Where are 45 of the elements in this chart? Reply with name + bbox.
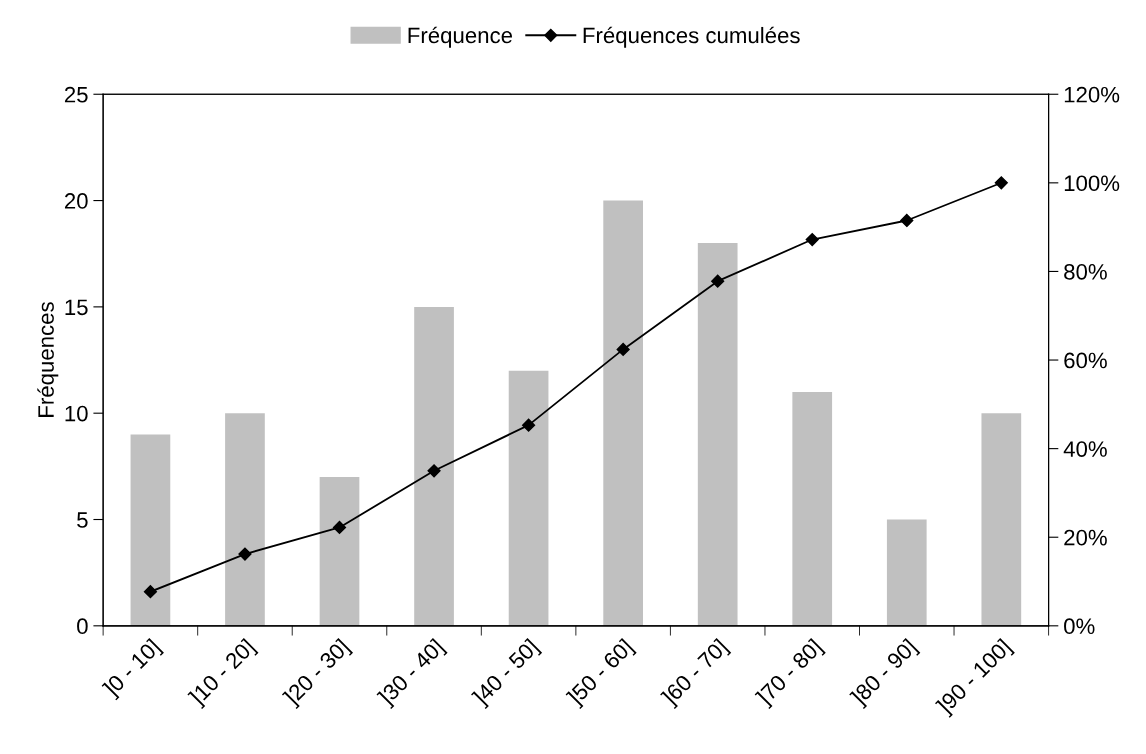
x-tick-label: ]40 - 50] xyxy=(471,638,543,710)
y2-tick-label: 40% xyxy=(1063,441,1107,457)
bar xyxy=(414,306,454,626)
x-tick-label: ]80 - 90] xyxy=(849,638,921,710)
bar xyxy=(319,476,360,626)
point xyxy=(805,232,819,247)
x-tick-label: ]70 - 80] xyxy=(754,638,826,710)
x-tick-label: ]60 - 70] xyxy=(660,638,732,710)
point xyxy=(522,418,536,432)
y2-tick-label: 100% xyxy=(1064,175,1120,192)
x-tick-label: ]50 - 60] xyxy=(565,638,637,710)
y2-tick-label: 80% xyxy=(1064,263,1107,280)
bar xyxy=(603,200,643,626)
legend-label: Fréquence xyxy=(408,26,513,48)
y2-tick-label: 0% xyxy=(1064,618,1095,635)
bar xyxy=(225,413,265,626)
y-tick-label: 5 xyxy=(77,512,88,528)
point xyxy=(616,342,630,356)
point xyxy=(332,520,347,535)
x-tick-label: ]10 - 20] xyxy=(187,638,259,710)
y-tick-label: 10 xyxy=(65,405,88,422)
bar xyxy=(792,391,833,626)
bar xyxy=(697,243,738,626)
y2-tick-label: 60% xyxy=(1064,352,1107,369)
y-axis-title: Fréquences xyxy=(37,302,59,417)
point xyxy=(238,547,252,561)
y-tick-label: 0 xyxy=(77,618,88,635)
point xyxy=(143,585,158,599)
bar xyxy=(130,434,171,626)
bar xyxy=(981,413,1022,626)
point xyxy=(711,274,725,288)
y-tick-label: 20 xyxy=(64,193,88,209)
bar xyxy=(886,519,927,626)
x-tick-label: ]0 - 10] xyxy=(101,638,164,701)
y-tick-label: 15 xyxy=(65,299,88,316)
x-tick-label: ]30 - 40] xyxy=(376,638,448,710)
y2-tick-label: 20% xyxy=(1064,529,1107,546)
point xyxy=(427,464,441,478)
point xyxy=(994,176,1008,190)
y-tick-label: 25 xyxy=(64,86,88,103)
y2-tick-label: 120% xyxy=(1064,86,1120,103)
point xyxy=(900,213,914,228)
bar xyxy=(508,370,549,626)
legend-label: Fréquences cumulées xyxy=(583,26,800,48)
x-tick-label: ]20 - 30] xyxy=(281,638,354,710)
